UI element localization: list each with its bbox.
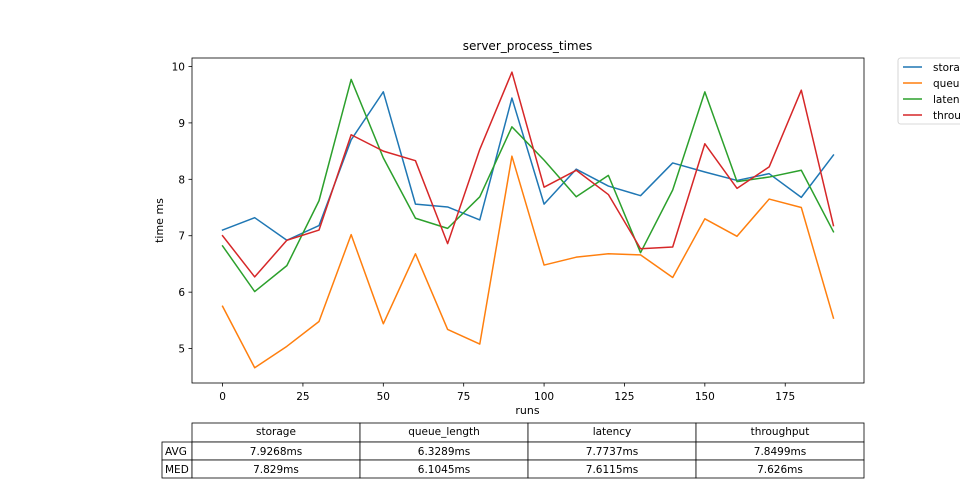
table-cell-value: 7.9268ms [250, 446, 302, 458]
table-row-label: AVG [165, 446, 187, 458]
x-tick-label: 125 [614, 391, 634, 403]
stats-table: storage queue_length latency throughput AVG 7… [161, 422, 865, 479]
y-tick-label: 7 [178, 231, 185, 243]
y-tick-label: 5 [178, 344, 185, 356]
table-row-label: MED [165, 464, 189, 476]
table-cell-value: 6.1045ms [418, 464, 470, 476]
legend-label-throughput: throu [933, 110, 960, 122]
x-tick-label: 175 [775, 391, 795, 403]
y-tick-label: 8 [178, 174, 185, 186]
legend-label-storage: stora [933, 62, 960, 74]
plot-area: 0 25 50 75 100 125 150 175 5 6 7 8 9 10 [172, 57, 865, 403]
table-column-header: storage [256, 426, 296, 438]
table-cell [695, 459, 865, 479]
x-axis-label: runs [515, 404, 539, 417]
y-axis-label: time ms [153, 198, 166, 243]
x-tick-label: 100 [534, 391, 554, 403]
chart-title: server_process_times [463, 39, 592, 53]
x-tick-label: 0 [219, 391, 226, 403]
table-cell-value: 7.6115ms [586, 464, 638, 476]
y-tick-label: 6 [178, 287, 185, 299]
series-line-queue_length [221, 155, 835, 369]
table-cell-value: 7.829ms [253, 464, 299, 476]
table-column-header: latency [593, 426, 632, 438]
table-cell-value: 7.626ms [757, 464, 803, 476]
series-line-throughput [221, 71, 835, 278]
table-cell-value: 7.8499ms [754, 446, 806, 458]
table-column-header: throughput [751, 426, 810, 438]
table-column-header: queue_length [408, 426, 480, 438]
x-tick-label: 150 [695, 391, 715, 403]
x-tick-label: 50 [377, 391, 390, 403]
legend: stora queu laten throu [897, 57, 960, 125]
legend-label-latency: laten [933, 94, 960, 106]
series-line-storage [221, 91, 835, 241]
legend-label-queue_length: queu [933, 78, 959, 90]
series-line-latency [221, 78, 835, 293]
table-cell-value: 7.7737ms [586, 446, 638, 458]
plot-frame [191, 57, 865, 384]
y-tick-label: 10 [172, 61, 185, 73]
x-tick-label: 75 [457, 391, 470, 403]
table-cell-value: 6.3289ms [418, 446, 470, 458]
x-tick-label: 25 [296, 391, 309, 403]
y-tick-label: 9 [178, 118, 185, 130]
legend-box [897, 57, 960, 125]
